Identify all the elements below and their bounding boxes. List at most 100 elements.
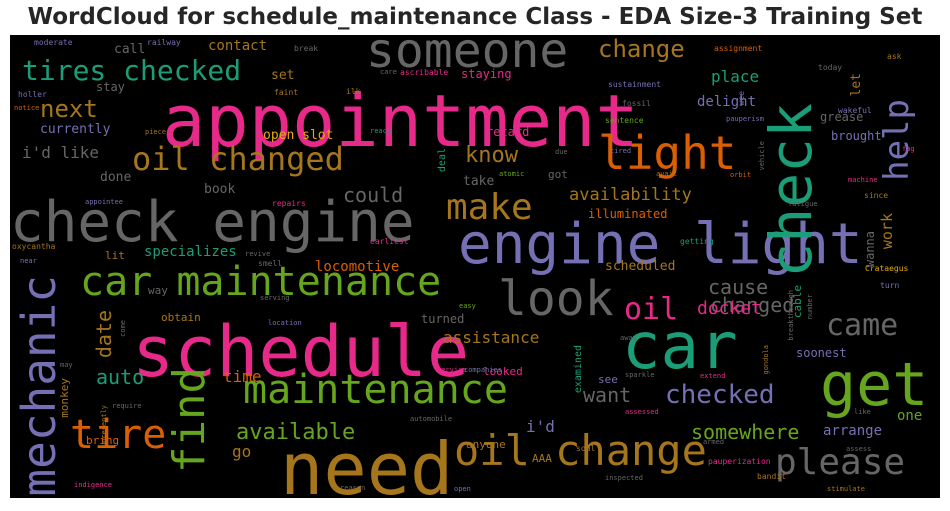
cloud-word: help (877, 99, 917, 181)
cloud-word: let (849, 73, 864, 97)
cloud-word: assessed (625, 408, 659, 416)
cloud-word: break (294, 44, 319, 53)
cloud-word: pauperization (708, 457, 771, 466)
cloud-word: call (114, 42, 146, 57)
cloud-word: open (454, 485, 471, 493)
cloud-word: service (437, 366, 467, 374)
cloud-word: go (232, 442, 252, 461)
cloud-word: obtain (161, 311, 201, 324)
cloud-word: availability (569, 185, 692, 205)
cloud-word: auto (96, 365, 145, 389)
cloud-word: got (548, 168, 568, 181)
cloud-word: assistance (443, 328, 540, 347)
cloud-word: engine light (458, 212, 863, 277)
cloud-word: book (204, 182, 236, 197)
cloud-word: way (148, 284, 168, 297)
cloud-word: wee (737, 91, 746, 106)
cloud-word: oxycantha (12, 242, 56, 251)
cloud-word: time (223, 367, 262, 386)
cloud-word: oil (624, 292, 679, 327)
cloud-word: check engine (10, 190, 415, 255)
cloud-word: car maintenance (80, 259, 442, 305)
cloud-word: oil change (454, 426, 707, 475)
cloud-word: light (598, 126, 737, 180)
cloud-word: appointment (162, 79, 639, 163)
cloud-word: number (806, 294, 814, 320)
cloud-word: earliest (370, 237, 409, 246)
cloud-word: arrange (823, 423, 883, 439)
cloud-word: illuminated (588, 207, 668, 221)
cloud-word: inspected (605, 474, 643, 482)
cloud-word: want (583, 383, 632, 407)
cloud-word: today (818, 63, 843, 72)
cloud-word: railway (147, 38, 181, 47)
cloud-word: holler (18, 90, 47, 99)
cloud-word: turned (421, 312, 465, 326)
cloud-word: locomotive (315, 259, 400, 275)
cloud-word: repairs (272, 199, 306, 208)
cloud-word: moderate (34, 38, 73, 47)
cloud-word: extend (700, 372, 726, 380)
cloud-word: available (236, 420, 356, 445)
cloud-word: may (60, 361, 73, 369)
cloud-word: ilk (346, 87, 361, 96)
cloud-word: i'd (526, 417, 555, 436)
cloud-word: fatigue (788, 200, 818, 208)
cloud-word: Crataegus (865, 264, 909, 273)
cloud-word: examined (573, 345, 584, 394)
cloud-word: date (92, 310, 116, 359)
cloud-word: oil changed (132, 140, 344, 178)
cloud-word: vehicle (758, 141, 766, 171)
cloud-word: wanna (863, 231, 877, 268)
cloud-word: gondola (762, 345, 770, 375)
cloud-word: stimulate (827, 485, 865, 493)
cloud-word: staying (461, 67, 512, 81)
cloud-word: cause (708, 275, 769, 299)
cloud-word: location (268, 319, 302, 327)
cloud-word: contact (208, 38, 268, 54)
cloud-word: breakthrough (787, 290, 795, 341)
cloud-word: turn (880, 281, 900, 290)
cloud-word: pauperism (726, 115, 764, 123)
cloud-word: tire (70, 412, 167, 458)
cloud-word: next (40, 95, 98, 123)
cloud-word: could (343, 183, 404, 207)
cloud-word: find (164, 367, 215, 473)
cloud-word: one (897, 408, 923, 424)
cloud-word: check (757, 103, 825, 278)
cloud-word: piece (145, 128, 167, 136)
cloud-word: indigence (74, 481, 112, 489)
cloud-word: getting (680, 237, 714, 246)
cloud-word: sparkle (625, 371, 655, 379)
cloud-word: near (20, 257, 37, 265)
cloud-word: come (119, 320, 127, 337)
cloud-word: bandit (757, 472, 786, 481)
cloud-word: tired (610, 147, 632, 155)
cloud-word: wakeful (838, 106, 872, 115)
cloud-word: require (112, 402, 142, 410)
cloud-word: get (820, 350, 929, 420)
cloud-word: fag (902, 145, 915, 153)
cloud-word: delight (697, 94, 757, 110)
cloud-word: ask (887, 52, 902, 61)
cloud-word: change (598, 35, 685, 63)
cloud-word: mechanic (12, 275, 66, 497)
cloud-word: maintenance (243, 367, 508, 413)
cloud-word: companies (464, 366, 502, 374)
cloud-word: came (826, 308, 899, 343)
word-cloud: appointment schedule need check engine engin… (10, 35, 940, 498)
cloud-word: lit (105, 249, 125, 262)
cloud-word: monkey (58, 378, 71, 418)
cloud-word: make (446, 187, 533, 228)
cloud-word: due (555, 148, 568, 156)
cloud-word: sustainment (608, 80, 661, 89)
cloud-word: grease (820, 110, 864, 124)
cloud-word: since (864, 191, 889, 200)
cloud-word: work (878, 213, 896, 250)
cloud-word: avail (656, 170, 678, 178)
cloud-word: scheduled (605, 259, 676, 274)
cloud-word: sentence (605, 116, 644, 125)
cloud-word: soul (576, 444, 596, 453)
cloud-word: assess (846, 445, 872, 453)
cloud-word: open slot (263, 128, 334, 143)
